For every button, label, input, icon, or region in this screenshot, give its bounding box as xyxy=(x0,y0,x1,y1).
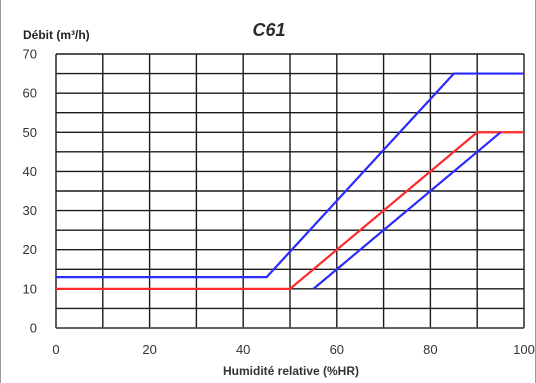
y-tick-label: 20 xyxy=(23,242,37,257)
grid-layer xyxy=(55,53,525,329)
x-tick-label: 60 xyxy=(330,342,344,357)
y-tick-label: 50 xyxy=(23,125,37,140)
x-tick-label: 40 xyxy=(236,342,250,357)
tick-layer: 0 10 20 30 40 50 60 70 0 20 40 60 80 100 xyxy=(23,47,535,358)
x-tick-label: 80 xyxy=(423,342,437,357)
x-tick-label: 100 xyxy=(513,342,535,357)
y-tick-label: 40 xyxy=(23,164,37,179)
y-tick-label: 10 xyxy=(23,281,37,296)
chart-title: C61 xyxy=(252,20,285,40)
series-layer xyxy=(56,72,524,290)
y-axis-label: Débit (m³/h) xyxy=(23,28,90,42)
x-tick-label: 20 xyxy=(142,342,156,357)
y-tick-label: 0 xyxy=(30,321,37,336)
y-tick-label: 30 xyxy=(23,203,37,218)
x-axis-label: Humidité relative (%HR) xyxy=(223,364,359,378)
series-line-3 xyxy=(312,131,502,290)
x-tick-label: 0 xyxy=(52,342,59,357)
y-tick-label: 70 xyxy=(23,47,37,62)
series-line-1 xyxy=(56,72,524,279)
y-tick-label: 60 xyxy=(23,86,37,101)
